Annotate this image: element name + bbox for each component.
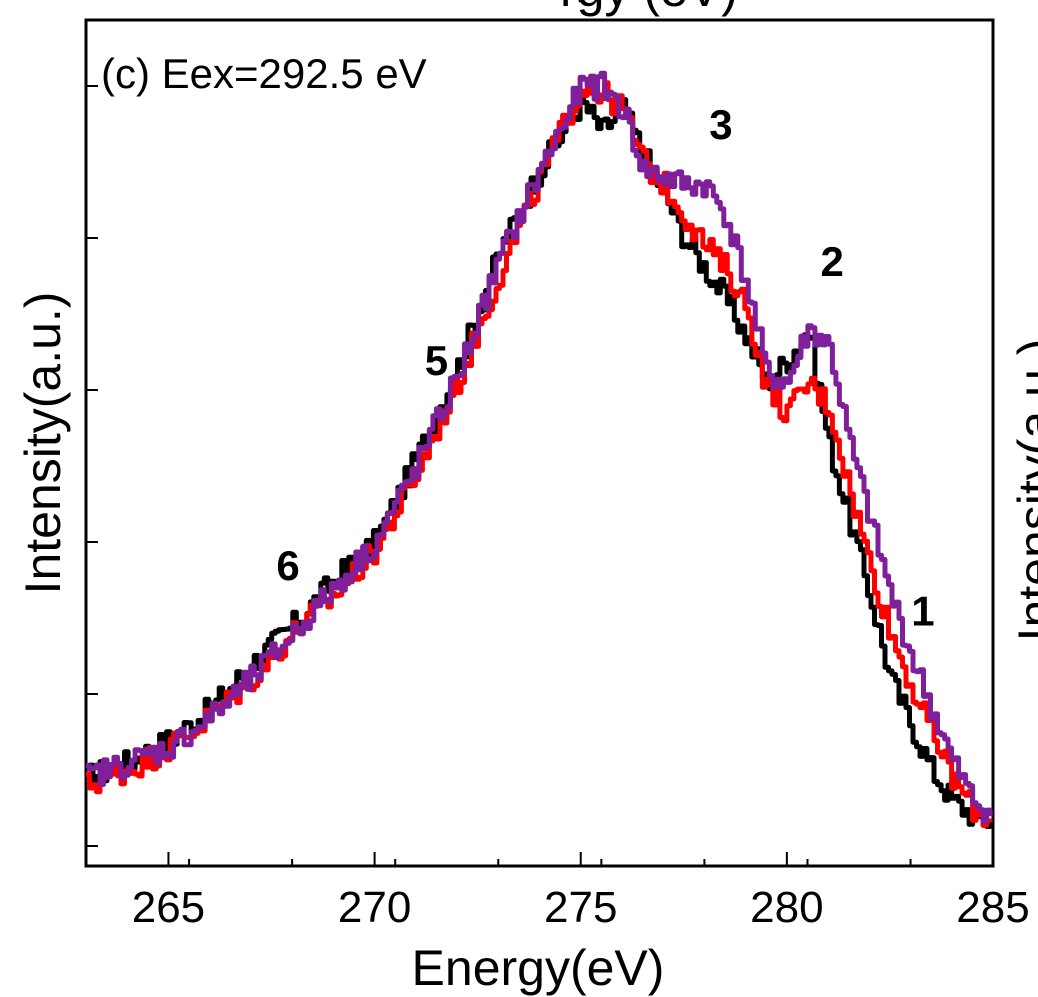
peak-label-1: 1: [911, 588, 934, 635]
panel-label: (c) Eex=292.5 eV: [101, 50, 427, 97]
series-line-3: [86, 70, 993, 825]
x-axis-title: Energy(eV): [412, 940, 665, 996]
x-tick-label: 270: [338, 883, 411, 932]
plot-frame: [84, 18, 995, 868]
series-group: [86, 70, 993, 829]
top-cut-axis-title: rgy (eV): [560, 0, 738, 17]
x-tick-label: 280: [750, 883, 823, 932]
peak-label-4: 4: [565, 0, 589, 11]
axis-ticks: 265 270 275 280 285: [85, 85, 1030, 932]
neighbor-panel-y-axis-label: Intensity(a.u.): [1008, 339, 1038, 642]
peak-label-6: 6: [276, 542, 299, 589]
peak-annotations: 1 2 3 4 5 6: [276, 0, 934, 635]
x-tick-label: 275: [544, 883, 617, 932]
peak-label-3: 3: [709, 101, 732, 148]
peak-label-5: 5: [425, 337, 448, 384]
x-tick-label: 285: [956, 883, 1029, 932]
x-tick-label: 265: [132, 883, 205, 932]
peak-label-2: 2: [821, 238, 844, 285]
y-axis-title: Intensity(a.u.): [15, 292, 71, 595]
